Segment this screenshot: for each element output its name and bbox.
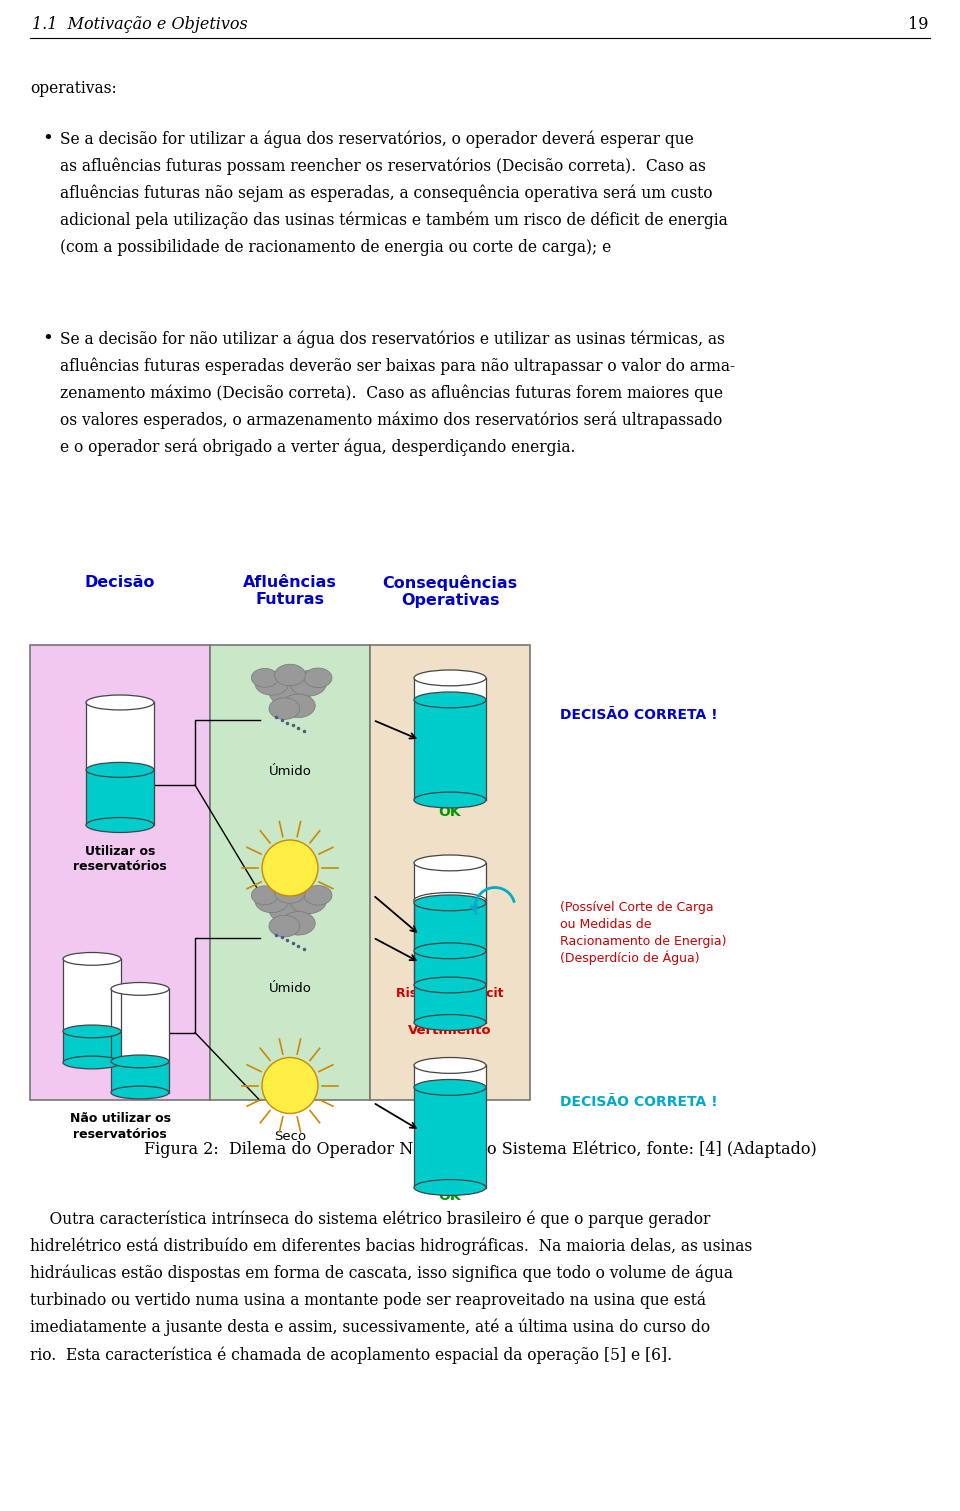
Ellipse shape	[414, 1058, 486, 1073]
Text: Utilizar os
reservatórios: Utilizar os reservatórios	[73, 845, 167, 873]
Ellipse shape	[63, 1024, 121, 1038]
Ellipse shape	[414, 1014, 486, 1031]
Ellipse shape	[281, 694, 315, 718]
Text: Seco: Seco	[274, 913, 306, 925]
Ellipse shape	[63, 1056, 121, 1068]
Bar	[63, 1032, 121, 1062]
Ellipse shape	[86, 763, 154, 777]
Ellipse shape	[269, 698, 300, 719]
Bar	[111, 988, 169, 1092]
Text: 1.1  Motivação e Objetivos: 1.1 Motivação e Objetivos	[32, 17, 248, 33]
Ellipse shape	[414, 1079, 486, 1095]
Text: Úmido: Úmido	[269, 982, 311, 996]
Bar	[86, 771, 154, 825]
Ellipse shape	[414, 1180, 486, 1195]
Ellipse shape	[86, 695, 154, 710]
Text: Seco: Seco	[274, 1130, 306, 1142]
Ellipse shape	[111, 982, 169, 996]
Text: OK: OK	[439, 805, 462, 819]
Text: OK: OK	[439, 1189, 462, 1203]
Text: Consequências
Operativas: Consequências Operativas	[382, 576, 517, 609]
Bar	[370, 645, 530, 1100]
Ellipse shape	[275, 882, 305, 904]
Ellipse shape	[414, 895, 486, 911]
Text: Outra característica intrínseca do sistema elétrico brasileiro é que o parque ge: Outra característica intrínseca do siste…	[30, 1210, 753, 1363]
Bar	[414, 678, 486, 799]
Ellipse shape	[269, 677, 311, 707]
Text: Risco de déficit: Risco de déficit	[396, 987, 504, 1000]
Text: DECISÃO CORRETA !: DECISÃO CORRETA !	[560, 709, 718, 722]
Circle shape	[262, 840, 318, 896]
Bar	[414, 950, 486, 985]
Bar	[86, 703, 154, 825]
Ellipse shape	[414, 943, 486, 959]
Text: 19: 19	[907, 17, 928, 33]
Ellipse shape	[414, 669, 486, 686]
Ellipse shape	[86, 817, 154, 833]
Bar	[210, 645, 370, 1100]
Bar	[414, 863, 486, 985]
Bar	[30, 645, 210, 1100]
Circle shape	[262, 1058, 318, 1114]
Text: •: •	[42, 329, 53, 348]
Ellipse shape	[290, 671, 326, 697]
Text: Úmido: Úmido	[269, 765, 311, 778]
Bar	[111, 1061, 169, 1092]
Bar	[414, 901, 486, 1023]
Text: operativas:: operativas:	[30, 80, 117, 97]
Ellipse shape	[111, 1086, 169, 1098]
Ellipse shape	[269, 916, 300, 937]
Ellipse shape	[63, 952, 121, 966]
Bar	[414, 1065, 486, 1188]
Ellipse shape	[111, 1055, 169, 1068]
Bar	[63, 959, 121, 1062]
Text: DECISÃO CORRETA !: DECISÃO CORRETA !	[560, 1095, 718, 1109]
Text: Se a decisão for utilizar a água dos reservatórios, o operador deverá esperar qu: Se a decisão for utilizar a água dos res…	[60, 130, 728, 255]
Text: •: •	[42, 130, 53, 148]
Text: Se a decisão for não utilizar a água dos reservatórios e utilizar as usinas térm: Se a decisão for não utilizar a água dos…	[60, 329, 735, 456]
Ellipse shape	[275, 665, 305, 686]
Ellipse shape	[414, 692, 486, 707]
Ellipse shape	[414, 855, 486, 870]
Ellipse shape	[414, 792, 486, 808]
Ellipse shape	[281, 911, 315, 935]
Text: (Desperdício de Água): (Desperdício de Água)	[560, 950, 700, 964]
Text: Não utilizar os
reservatórios: Não utilizar os reservatórios	[69, 1112, 171, 1141]
Ellipse shape	[290, 888, 326, 914]
Ellipse shape	[255, 888, 289, 913]
Text: Decisão: Decisão	[84, 576, 156, 589]
Bar	[414, 1088, 486, 1188]
Ellipse shape	[414, 978, 486, 993]
Ellipse shape	[304, 885, 332, 905]
Text: (Possível Corte de Carga
ou Medidas de
Racionamento de Energia): (Possível Corte de Carga ou Medidas de R…	[560, 902, 727, 949]
Bar	[414, 904, 486, 1023]
Ellipse shape	[414, 893, 486, 908]
Text: Figura 2:  Dilema do Operador Nacional do Sistema Elétrico, fonte: [4] (Adaptado: Figura 2: Dilema do Operador Nacional do…	[144, 1139, 816, 1157]
Ellipse shape	[269, 895, 311, 925]
Ellipse shape	[252, 668, 278, 688]
Ellipse shape	[255, 672, 289, 695]
Ellipse shape	[252, 885, 278, 905]
Text: Vertimento: Vertimento	[408, 1024, 492, 1038]
Ellipse shape	[304, 668, 332, 688]
Bar	[414, 700, 486, 799]
Text: Afluências
Futuras: Afluências Futuras	[243, 576, 337, 607]
